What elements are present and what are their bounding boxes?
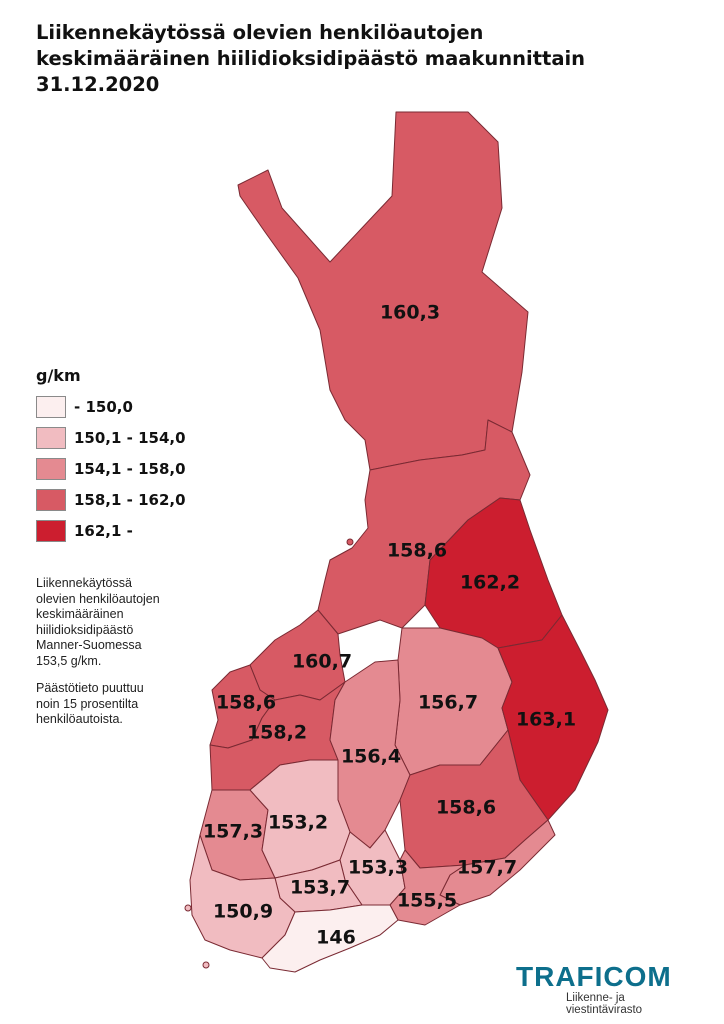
- region-value-label: 150,9: [213, 901, 273, 923]
- legend-unit: g/km: [36, 366, 81, 385]
- legend-swatch: [36, 396, 66, 418]
- note-average: Liikennekäytössä olevien henkilöautojen …: [36, 576, 160, 668]
- region-value-label: 158,6: [436, 797, 496, 819]
- note-missing-data: Päästötieto puuttuu noin 15 prosentilta …: [36, 681, 144, 726]
- region-value-label: 162,2: [460, 572, 520, 594]
- region-value-label: 158,6: [216, 692, 276, 714]
- region-lapland[interactable]: [237, 111, 529, 471]
- legend-label: 162,1 -: [74, 522, 133, 540]
- region-value-label: 146: [316, 927, 356, 949]
- legend-item: 158,1 - 162,0: [36, 486, 186, 514]
- region-value-label: 153,7: [290, 877, 350, 899]
- region-value-label: 155,5: [397, 890, 457, 912]
- legend-label: 154,1 - 158,0: [74, 460, 186, 478]
- region-value-label: 160,3: [380, 302, 440, 324]
- logo-subtitle: Liikenne- ja viestintävirasto: [566, 992, 643, 1016]
- region-value-label: 153,3: [348, 857, 408, 879]
- legend-label: - 150,0: [74, 398, 133, 416]
- legend-label: 150,1 - 154,0: [74, 429, 186, 447]
- legend-item: - 150,0: [36, 393, 186, 421]
- region-value-label: 153,2: [268, 812, 328, 834]
- traficom-logo: TRAFICOM Liikenne- ja viestintävirasto: [516, 961, 696, 1017]
- legend-swatch: [36, 489, 66, 511]
- region-value-label: 160,7: [292, 651, 352, 673]
- title-line-2: keskimääräinen hiilidioksidipäästö maaku…: [36, 47, 586, 70]
- region-value-label: 156,7: [418, 692, 478, 714]
- region-kymenlaakso[interactable]: [389, 849, 466, 926]
- title-line-3: 31.12.2020: [36, 73, 160, 96]
- logo-wordmark: TRAFICOM: [516, 961, 672, 992]
- region-value-label: 163,1: [516, 709, 576, 731]
- legend-item: 150,1 - 154,0: [36, 424, 186, 452]
- legend-item: 162,1 -: [36, 517, 186, 545]
- island-2: [202, 961, 210, 969]
- legend: g/km - 150,0 150,1 - 154,0 154,1 - 158,0…: [36, 366, 186, 548]
- region-north-karelia[interactable]: [497, 614, 609, 821]
- island-3: [346, 538, 354, 546]
- info-note: Liikennekäytössä olevien henkilöautojen …: [36, 576, 206, 740]
- map-title: Liikennekäytössä olevien henkilöautojen …: [36, 20, 696, 98]
- region-value-label: 158,6: [387, 540, 447, 562]
- legend-label: 158,1 - 162,0: [74, 491, 186, 509]
- legend-item: 154,1 - 158,0: [36, 455, 186, 483]
- region-value-label: 158,2: [247, 722, 307, 744]
- region-value-label: 157,3: [203, 821, 263, 843]
- legend-swatch: [36, 427, 66, 449]
- title-line-1: Liikennekäytössä olevien henkilöautojen: [36, 21, 484, 44]
- legend-swatch: [36, 520, 66, 542]
- region-value-label: 157,7: [457, 857, 517, 879]
- region-value-label: 156,4: [341, 746, 401, 768]
- legend-swatch: [36, 458, 66, 480]
- island-1: [184, 904, 192, 912]
- region-uusimaa[interactable]: [261, 904, 399, 973]
